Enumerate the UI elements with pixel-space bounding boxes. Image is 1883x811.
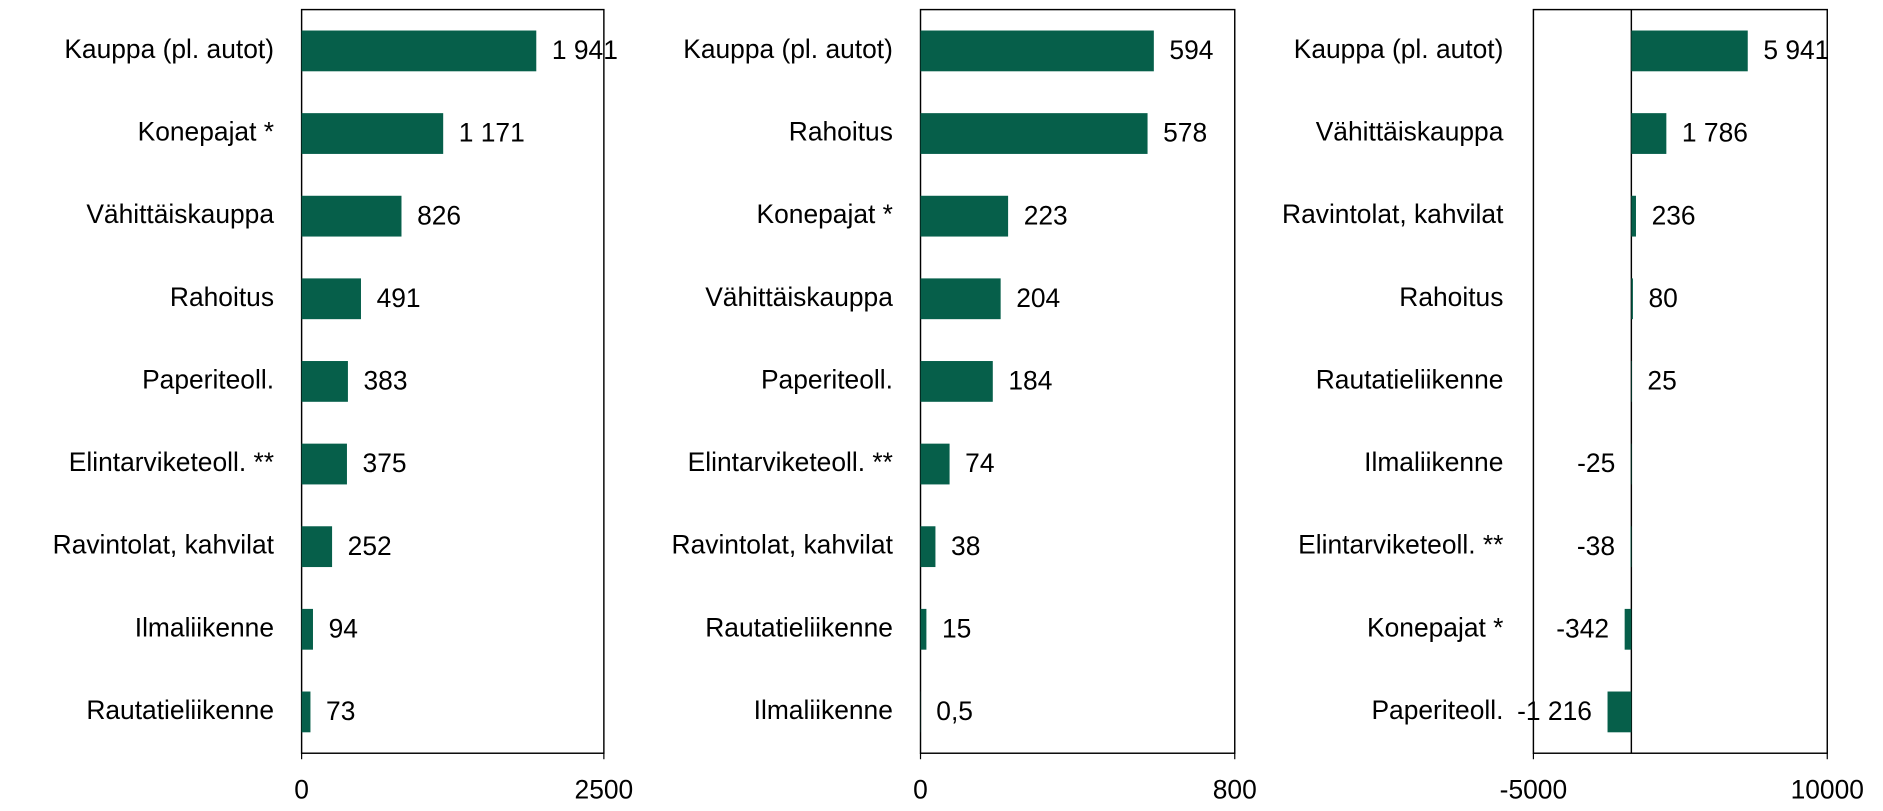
category-label: Elintarviketeoll. ** — [69, 447, 274, 477]
value-label: 1 171 — [459, 118, 525, 148]
bar — [921, 526, 936, 567]
bar — [302, 444, 347, 485]
value-label: 0,5 — [936, 696, 973, 726]
bar — [302, 526, 332, 567]
value-label: -38 — [1577, 531, 1615, 561]
bar — [302, 692, 311, 733]
value-label: 38 — [951, 531, 980, 561]
x-tick-label: -5000 — [1500, 775, 1567, 805]
value-label: 578 — [1163, 118, 1207, 148]
value-label: 15 — [942, 613, 971, 643]
bar — [302, 31, 537, 72]
x-tick-label: 0 — [294, 775, 309, 805]
value-label: 74 — [965, 448, 994, 478]
category-label: Rautatieliikenne — [705, 612, 893, 642]
value-label: 1 786 — [1682, 118, 1748, 148]
bar — [1625, 609, 1632, 650]
bar — [921, 31, 1154, 72]
bar — [1631, 196, 1636, 237]
value-label: 94 — [329, 613, 358, 643]
value-label: 73 — [326, 696, 355, 726]
category-label: Ilmaliikenne — [135, 612, 274, 642]
value-label: 1 941 — [552, 35, 618, 65]
value-label: 383 — [364, 366, 408, 396]
category-label: Konepajat * — [1367, 612, 1503, 642]
category-label: Ravintolat, kahvilat — [1282, 199, 1504, 229]
bar — [1631, 278, 1633, 319]
value-label: 5 941 — [1763, 35, 1829, 65]
bar — [921, 278, 1001, 319]
value-label: -342 — [1556, 613, 1609, 643]
bar — [1608, 692, 1632, 733]
bar — [921, 361, 993, 402]
category-label: Rahoitus — [789, 117, 893, 147]
category-label: Rahoitus — [1399, 282, 1503, 312]
category-label: Kauppa (pl. autot) — [64, 34, 274, 64]
bar — [302, 196, 402, 237]
x-tick-label: 0 — [913, 775, 928, 805]
value-label: 826 — [417, 200, 461, 230]
value-label: 204 — [1016, 283, 1060, 313]
value-label: 375 — [363, 448, 407, 478]
value-label: -25 — [1577, 448, 1615, 478]
bar — [921, 113, 1148, 154]
category-label: Vähittäiskauppa — [1316, 117, 1504, 147]
category-label: Kauppa (pl. autot) — [1294, 34, 1504, 64]
value-label: -1 216 — [1517, 696, 1592, 726]
x-tick-label: 800 — [1213, 775, 1257, 805]
x-tick-label: 10000 — [1791, 775, 1864, 805]
bar — [1631, 526, 1632, 567]
bar — [921, 196, 1009, 237]
category-label: Elintarviketeoll. ** — [688, 447, 893, 477]
category-label: Paperiteoll. — [142, 364, 274, 394]
category-label: Ravintolat, kahvilat — [53, 530, 275, 560]
category-label: Kauppa (pl. autot) — [683, 34, 893, 64]
bar — [921, 609, 927, 650]
value-label: 184 — [1008, 366, 1052, 396]
value-label: 25 — [1647, 366, 1676, 396]
value-label: 594 — [1169, 35, 1213, 65]
bar — [302, 113, 444, 154]
category-label: Vähittäiskauppa — [705, 282, 893, 312]
bar — [302, 609, 313, 650]
category-label: Rautatieliikenne — [86, 695, 274, 725]
category-label: Elintarviketeoll. ** — [1298, 530, 1503, 560]
category-label: Ilmaliikenne — [1364, 447, 1503, 477]
value-label: 491 — [377, 283, 421, 313]
value-label: 236 — [1652, 200, 1696, 230]
category-label: Paperiteoll. — [761, 364, 893, 394]
value-label: 223 — [1024, 200, 1068, 230]
category-label: Rahoitus — [170, 282, 274, 312]
bar — [1631, 113, 1666, 154]
bar — [1631, 31, 1747, 72]
category-label: Konepajat * — [757, 199, 893, 229]
value-label: 252 — [348, 531, 392, 561]
category-label: Vähittäiskauppa — [86, 199, 274, 229]
bar — [302, 278, 361, 319]
category-label: Rautatieliikenne — [1316, 364, 1504, 394]
category-label: Konepajat * — [138, 117, 274, 147]
bar — [921, 444, 950, 485]
value-label: 80 — [1649, 283, 1678, 313]
bar — [302, 361, 348, 402]
category-label: Ilmaliikenne — [754, 695, 893, 725]
x-tick-label: 2500 — [575, 775, 634, 805]
category-label: Paperiteoll. — [1371, 695, 1503, 725]
category-label: Ravintolat, kahvilat — [672, 530, 894, 560]
